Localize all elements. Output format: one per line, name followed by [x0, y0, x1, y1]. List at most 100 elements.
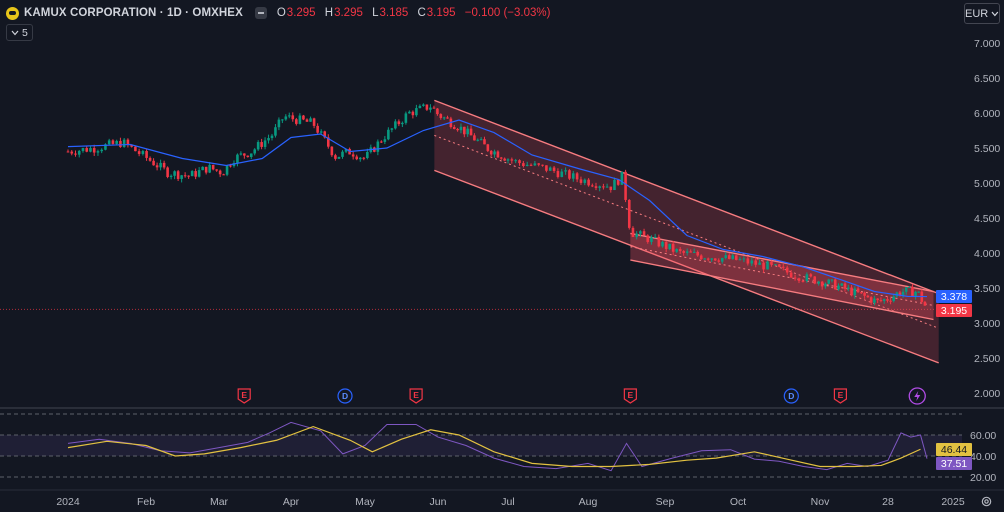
time-axis-label: Oct — [730, 496, 746, 508]
candle-body — [876, 298, 879, 301]
candle-body — [126, 139, 130, 145]
candle-body — [616, 179, 620, 185]
candle-body — [274, 127, 277, 136]
candle-body — [204, 166, 208, 173]
price-axis-label: 6.000 — [974, 108, 1000, 120]
ma-price-label: 3.378 — [936, 290, 972, 303]
candle-body — [866, 295, 870, 298]
candle-body — [879, 300, 883, 302]
earnings-marker-label: E — [628, 390, 634, 400]
candle-body — [376, 141, 380, 152]
candle-body — [425, 104, 429, 110]
candle-body — [436, 108, 439, 115]
candle-body — [463, 126, 466, 135]
candle-body — [89, 148, 92, 152]
price-axis-label: 2.500 — [974, 353, 1000, 365]
candle-body — [571, 173, 575, 179]
time-axis-label: Aug — [579, 496, 598, 508]
time-axis-label: May — [355, 496, 376, 508]
candle-body — [731, 255, 735, 259]
candle-body — [486, 144, 490, 151]
candle-body — [518, 160, 521, 164]
candle-body — [778, 264, 781, 267]
price-axis-label: 4.000 — [974, 248, 1000, 260]
candle-body — [869, 297, 873, 303]
candle-body — [85, 148, 89, 152]
candle-body — [635, 233, 638, 237]
candle-body — [525, 164, 529, 167]
candle-body — [587, 179, 590, 186]
close-value: 3.195 — [426, 7, 456, 19]
candle-body — [295, 119, 298, 124]
candle-body — [661, 241, 664, 247]
candle-body — [809, 274, 813, 277]
candle-body — [211, 164, 215, 170]
candle-body — [415, 108, 418, 116]
channel-fill — [434, 100, 939, 363]
candle-body — [456, 129, 459, 131]
candle-body — [81, 148, 85, 151]
candle-body — [330, 146, 334, 156]
candle-body — [100, 149, 103, 152]
moving-average-line — [67, 119, 928, 298]
candle-body — [678, 249, 682, 252]
candle-body — [724, 255, 728, 259]
candle-body — [159, 162, 162, 168]
candle-body — [309, 118, 312, 122]
candle-body — [624, 171, 627, 200]
candle-body — [785, 267, 789, 273]
low-value: 3.185 — [379, 7, 409, 19]
candle-body — [287, 115, 291, 117]
candle-body — [162, 162, 166, 168]
candle-body — [277, 119, 281, 128]
candle-body — [96, 151, 100, 153]
symbol-title[interactable]: KAMUX CORPORATION · 1D · OMXHEX — [24, 7, 243, 19]
candle-body — [476, 139, 480, 141]
candle-body — [77, 150, 81, 155]
high-label: H — [324, 7, 334, 19]
candle-body — [598, 186, 602, 188]
candle-body — [548, 167, 552, 171]
gear-icon[interactable] — [980, 495, 993, 508]
candle-body — [326, 137, 330, 147]
candle-body — [246, 155, 250, 157]
candle-body — [820, 281, 824, 287]
candle-body — [911, 286, 914, 297]
price-axis-label: 6.500 — [974, 73, 1000, 85]
candle-body — [552, 167, 556, 172]
candle-body — [824, 283, 827, 287]
candle-body — [657, 236, 661, 247]
candle-body — [568, 170, 571, 179]
candle-body — [685, 251, 689, 253]
candle-body — [564, 170, 567, 172]
chevron-down-icon — [11, 30, 19, 35]
candle-body — [197, 170, 201, 177]
candle-body — [194, 171, 197, 177]
dividend-marker-icon — [337, 388, 353, 404]
currency-selector[interactable]: EUR — [964, 3, 1000, 24]
candle-body — [397, 121, 401, 125]
market-status-icon[interactable] — [254, 7, 267, 19]
candle-body — [793, 277, 797, 279]
candle-body — [843, 283, 847, 289]
candle-body — [66, 151, 70, 153]
candle-body — [583, 179, 587, 183]
candle-body — [908, 286, 911, 288]
candle-body — [727, 255, 731, 259]
candle-body — [560, 171, 564, 177]
candle-body — [429, 107, 432, 110]
candle-body — [355, 156, 359, 160]
indicators-toggle-button[interactable]: 5 — [6, 24, 33, 41]
candle-body — [892, 296, 896, 302]
candle-body — [483, 139, 486, 145]
candle-body — [594, 186, 598, 188]
candle-body — [671, 243, 675, 252]
rsi-axis-label: 60.00 — [970, 430, 996, 442]
candle-body — [358, 157, 362, 160]
open-value: 3.295 — [286, 7, 316, 19]
candle-body — [710, 258, 714, 260]
candle-body — [901, 291, 905, 296]
ohlc-values: O3.295 H3.295 L3.185 C3.195 −0.100 (−3.0… — [277, 7, 551, 19]
last-price-label: 3.195 — [936, 304, 972, 317]
